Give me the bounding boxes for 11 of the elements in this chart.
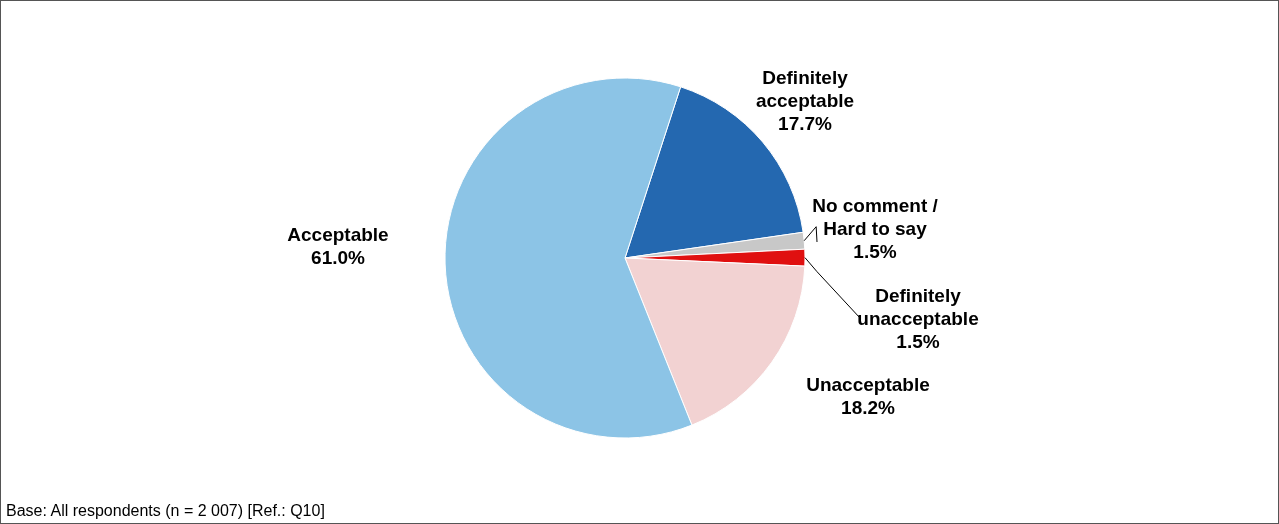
slice-label: No comment / Hard to say <box>812 195 939 239</box>
data-label: 17.7% <box>778 113 833 134</box>
slice-label: Unacceptable <box>806 373 930 395</box>
slice-label: Acceptable <box>287 223 389 245</box>
slice-label: Definitely unacceptable <box>857 285 979 329</box>
slice-label: Definitely acceptable <box>755 67 855 111</box>
data-label: 18.2% <box>841 396 896 418</box>
data-label: 61.0% <box>311 246 366 268</box>
data-label: 1.5% <box>853 241 897 262</box>
text: Base: All respondents (n = 2 007) [Ref.: Q10] <box>6 502 325 519</box>
data-label: 1.5% <box>896 331 940 352</box>
